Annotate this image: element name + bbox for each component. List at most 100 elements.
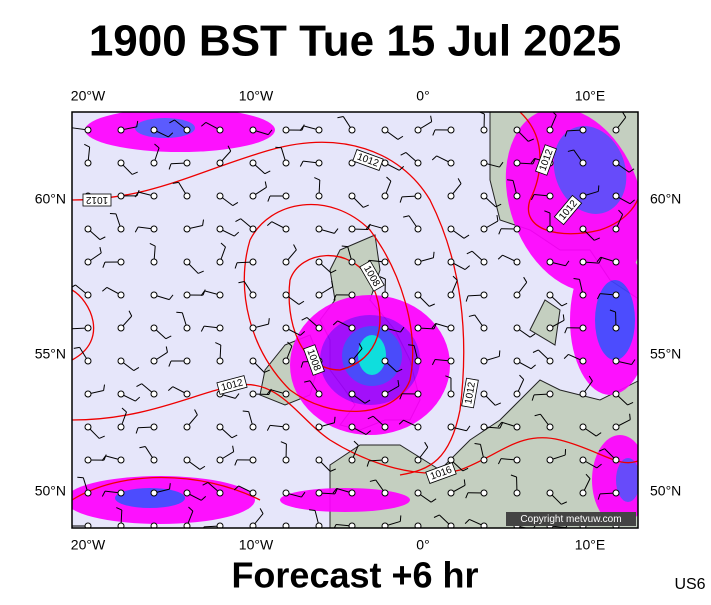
barb-station — [613, 127, 619, 133]
barb-station — [514, 424, 520, 430]
barb-flag — [334, 417, 335, 423]
barb-station — [217, 127, 223, 133]
lon-label: 10°W — [239, 537, 274, 553]
barb-station — [250, 193, 256, 199]
barb-station — [580, 259, 586, 265]
barb-station — [217, 292, 223, 298]
barb-station — [481, 457, 487, 463]
barb-station — [613, 193, 619, 199]
barb-station — [316, 259, 322, 265]
barb-station — [250, 259, 256, 265]
lon-label: 10°E — [575, 88, 606, 104]
barb-station — [415, 127, 421, 133]
lat-label: 60°N — [650, 191, 681, 207]
barb-station — [118, 226, 124, 232]
barb-station — [448, 292, 454, 298]
barb-station — [415, 160, 421, 166]
barb-station — [316, 325, 322, 331]
barb-station — [316, 127, 322, 133]
barb-station — [316, 292, 322, 298]
barb-station — [382, 292, 388, 298]
barb-station — [85, 226, 91, 232]
barb-station — [283, 457, 289, 463]
barb-flag — [342, 246, 348, 247]
lat-label: 50°N — [650, 483, 681, 499]
barb-station — [283, 226, 289, 232]
barb-station — [481, 160, 487, 166]
barb-station — [349, 325, 355, 331]
barb-station — [481, 226, 487, 232]
barb-station — [382, 391, 388, 397]
barb-station — [250, 457, 256, 463]
barb-station — [415, 358, 421, 364]
barb-station — [217, 490, 223, 496]
barb-station — [283, 127, 289, 133]
barb-station — [85, 160, 91, 166]
lat-label: 55°N — [650, 346, 681, 362]
barb-station — [283, 325, 289, 331]
barb-station — [118, 457, 124, 463]
barb-station — [217, 325, 223, 331]
barb-station — [382, 490, 388, 496]
barb-station — [580, 358, 586, 364]
barb-station — [184, 226, 190, 232]
barb-station — [349, 490, 355, 496]
barb-station — [580, 325, 586, 331]
barb-station — [217, 358, 223, 364]
barb-station — [118, 160, 124, 166]
barb-station — [415, 424, 421, 430]
barb-station — [481, 391, 487, 397]
barb-station — [415, 193, 421, 199]
barb-station — [151, 490, 157, 496]
barb-station — [349, 226, 355, 232]
barb-station — [415, 325, 421, 331]
barb-station — [316, 490, 322, 496]
barb-station — [481, 127, 487, 133]
lon-label: 10°W — [239, 88, 274, 104]
barb-station — [118, 193, 124, 199]
barb-station — [118, 391, 124, 397]
barb-station — [184, 424, 190, 430]
barb-station — [448, 424, 454, 430]
barb-station — [580, 226, 586, 232]
barb-station — [349, 127, 355, 133]
barb-station — [85, 127, 91, 133]
barb-station — [85, 391, 91, 397]
barb-station — [118, 325, 124, 331]
barb-station — [184, 457, 190, 463]
barb-station — [217, 226, 223, 232]
barb-station — [547, 226, 553, 232]
barb-station — [151, 259, 157, 265]
barb-station — [283, 424, 289, 430]
barb-station — [580, 193, 586, 199]
barb-station — [118, 358, 124, 364]
barb-station — [250, 160, 256, 166]
barb-station — [382, 325, 388, 331]
barb-station — [547, 391, 553, 397]
barb-station — [283, 292, 289, 298]
barb-station — [547, 193, 553, 199]
barb-station — [580, 292, 586, 298]
barb-station — [514, 391, 520, 397]
barb-station — [184, 490, 190, 496]
barb-station — [382, 424, 388, 430]
barb-station — [85, 457, 91, 463]
barb-station — [250, 226, 256, 232]
barb-station — [349, 391, 355, 397]
barb-station — [613, 325, 619, 331]
isobar-label: 1012 — [83, 194, 111, 206]
barb-station — [184, 292, 190, 298]
barb-station — [547, 490, 553, 496]
barb-station — [316, 424, 322, 430]
barb-station — [151, 292, 157, 298]
barb-station — [151, 424, 157, 430]
barb-station — [382, 226, 388, 232]
barb-station — [349, 193, 355, 199]
barb-station — [151, 127, 157, 133]
barb-station — [448, 358, 454, 364]
barb-station — [85, 325, 91, 331]
barb-station — [481, 325, 487, 331]
barb-station — [349, 259, 355, 265]
barb-station — [85, 490, 91, 496]
